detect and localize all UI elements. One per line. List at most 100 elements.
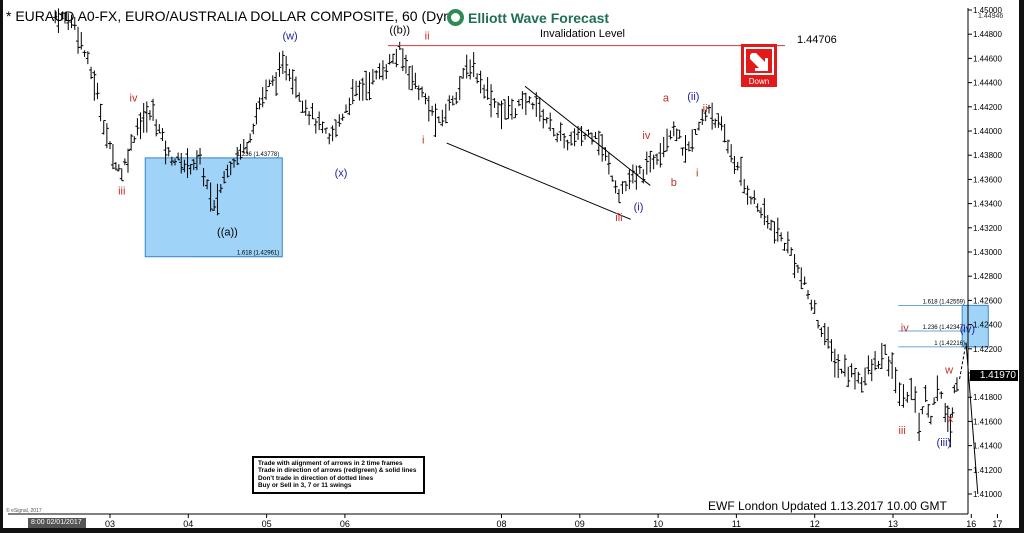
price-bar <box>762 198 767 226</box>
price-bar <box>516 99 521 107</box>
y-tick-label: 1.43000 <box>973 248 1002 257</box>
price-bar <box>719 116 724 131</box>
price-bar <box>248 133 253 143</box>
price-bar <box>799 267 804 290</box>
price-bar <box>745 185 750 205</box>
price-bar <box>254 102 259 125</box>
price-bar <box>337 114 342 127</box>
price-bar <box>251 123 256 135</box>
price-bar <box>72 16 77 30</box>
price-bar <box>384 64 389 80</box>
price-bar <box>423 93 428 105</box>
price-bar <box>410 65 415 91</box>
price-bar <box>644 151 649 175</box>
price-bar <box>789 247 794 256</box>
price-bar <box>812 299 817 314</box>
y-tick-label: 1.42400 <box>973 321 1002 330</box>
price-bar <box>113 162 118 171</box>
wave-label: i <box>422 135 424 147</box>
price-bar <box>674 128 679 142</box>
price-bar <box>53 10 58 24</box>
price-bar <box>59 12 64 20</box>
price-bar <box>119 168 124 182</box>
brand-name: Elliott Wave Forecast <box>468 9 610 26</box>
price-bar <box>795 264 800 273</box>
wave-label: ((a)) <box>217 227 238 239</box>
price-bar <box>464 54 469 79</box>
price-bar <box>729 144 734 163</box>
price-bar <box>394 48 399 68</box>
price-bar <box>138 112 143 140</box>
wave-label: x <box>948 413 954 425</box>
price-bar <box>82 50 87 57</box>
price-bar <box>671 121 676 137</box>
price-bar <box>502 99 507 120</box>
price-bar <box>558 122 563 142</box>
price-bar <box>893 367 898 394</box>
price-bar <box>879 342 884 369</box>
price-bar <box>742 179 747 194</box>
price-bar <box>654 153 659 165</box>
price-bar <box>416 85 421 101</box>
price-bar <box>320 121 325 134</box>
price-bar <box>537 97 542 122</box>
price-bar <box>513 108 518 119</box>
chart-title: * EURAUD A0-FX, EURO/AUSTRALIA DOLLAR CO… <box>6 8 448 24</box>
price-bar <box>846 366 851 388</box>
price-bar <box>461 67 466 79</box>
invalidation-value: 1.44706 <box>797 34 837 46</box>
price-bar <box>141 102 146 133</box>
x-tick-label: 03 <box>105 519 115 529</box>
price-bar <box>849 363 854 378</box>
price-bar <box>166 147 171 157</box>
price-bar <box>433 103 438 138</box>
price-bar <box>277 52 282 77</box>
price-bar <box>370 68 375 85</box>
price-bar <box>826 326 831 349</box>
top-price-tag: 1.44946 <box>978 13 1004 20</box>
price-bar <box>905 391 910 403</box>
price-bar <box>390 53 395 64</box>
price-bar <box>722 124 727 143</box>
wave-label: ii <box>425 31 430 43</box>
x-tick-label: 10 <box>653 519 663 529</box>
price-bar <box>340 113 345 121</box>
price-bar <box>157 124 162 134</box>
price-bar <box>785 231 790 254</box>
wave-label: iii <box>615 212 622 224</box>
y-tick-label: 1.41200 <box>973 466 1002 475</box>
price-bar <box>759 207 764 219</box>
price-bar <box>683 135 688 163</box>
y-tick-label: 1.44400 <box>973 79 1002 88</box>
price-bar <box>562 133 567 149</box>
price-bar <box>208 182 213 212</box>
price-bar <box>144 101 149 133</box>
x-tick-label: 11 <box>732 519 741 529</box>
price-bar <box>665 128 670 152</box>
price-bar <box>56 8 61 34</box>
wave-label: (x) <box>335 167 348 179</box>
price-bar <box>637 165 642 175</box>
price-bar <box>108 141 112 150</box>
price-bar <box>897 382 902 407</box>
price-bar <box>218 183 223 194</box>
price-bar <box>95 82 100 100</box>
price-bar <box>457 76 462 101</box>
price-bar <box>284 55 289 81</box>
price-bar <box>194 150 199 171</box>
price-bar <box>413 72 418 89</box>
price-bar <box>238 143 243 160</box>
price-bar <box>163 140 168 165</box>
price-bar <box>716 113 721 128</box>
price-bar <box>62 12 67 24</box>
price-bar <box>869 359 874 382</box>
price-bar <box>658 143 663 168</box>
wave-label: iii <box>118 186 125 198</box>
price-bar <box>380 60 385 81</box>
wave-label: (i) <box>634 201 644 213</box>
x-tick-label: 04 <box>183 519 193 529</box>
price-bar <box>101 119 106 135</box>
wave-label: iv <box>901 322 909 334</box>
